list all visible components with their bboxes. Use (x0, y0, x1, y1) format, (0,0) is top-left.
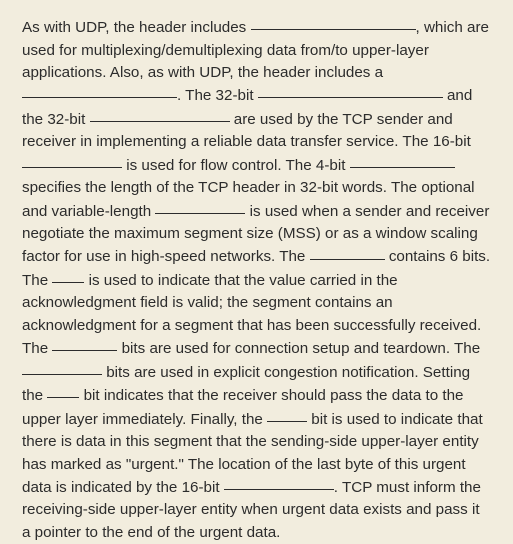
text-segment: is used for flow control. The 4-bit (122, 157, 350, 174)
blank-8[interactable] (310, 243, 385, 259)
blank-6[interactable] (350, 152, 455, 168)
blank-13[interactable] (267, 406, 307, 422)
blank-4[interactable] (90, 106, 230, 122)
blank-14[interactable] (224, 474, 334, 490)
blank-12[interactable] (47, 382, 79, 398)
text-segment: . The 32-bit (177, 87, 258, 104)
blank-1[interactable] (251, 14, 416, 30)
blank-5[interactable] (22, 152, 122, 168)
blank-3[interactable] (258, 82, 443, 98)
text-segment: As with UDP, the header includes (22, 19, 251, 36)
blank-9[interactable] (52, 267, 84, 283)
blank-11[interactable] (22, 359, 102, 375)
blank-2[interactable] (22, 82, 177, 98)
fill-in-passage: As with UDP, the header includes , which… (22, 16, 491, 544)
blank-10[interactable] (52, 335, 117, 351)
text-segment: bits are used for connection setup and t… (117, 340, 480, 357)
blank-7[interactable] (155, 198, 245, 214)
